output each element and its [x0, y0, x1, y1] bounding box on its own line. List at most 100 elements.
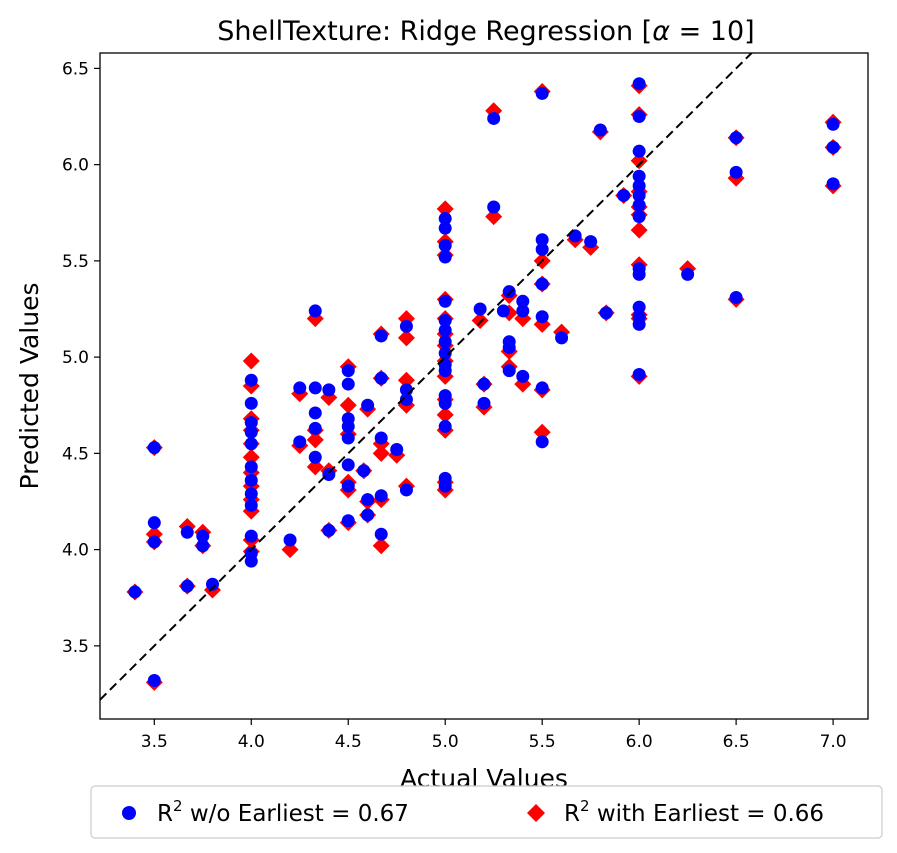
point-with-earliest	[533, 423, 551, 441]
point-without-earliest	[487, 200, 501, 214]
point-without-earliest	[341, 364, 355, 378]
point-with-earliest	[485, 208, 503, 226]
point-without-earliest	[244, 425, 258, 439]
point-without-earliest	[244, 554, 258, 568]
point-without-earliest	[399, 319, 413, 333]
point-without-earliest	[535, 310, 549, 324]
point-without-earliest	[308, 421, 322, 435]
point-without-earliest	[516, 369, 530, 383]
point-without-earliest	[516, 304, 530, 318]
point-without-earliest	[308, 450, 322, 464]
point-without-earliest	[438, 364, 452, 378]
point-without-earliest	[438, 212, 452, 226]
point-without-earliest	[244, 529, 258, 543]
point-without-earliest	[147, 674, 161, 688]
point-without-earliest	[374, 431, 388, 445]
point-without-earliest	[322, 523, 336, 537]
point-with-earliest	[436, 200, 454, 218]
point-without-earliest	[341, 431, 355, 445]
point-with-earliest	[306, 431, 324, 449]
point-without-earliest	[535, 277, 549, 291]
point-without-earliest	[599, 306, 613, 320]
point-without-earliest	[487, 111, 501, 125]
point-without-earliest	[438, 294, 452, 308]
point-without-earliest	[196, 539, 210, 553]
point-with-earliest	[471, 312, 489, 330]
point-without-earliest	[374, 527, 388, 541]
point-without-earliest	[584, 235, 598, 249]
point-without-earliest	[438, 346, 452, 360]
legend-marker-diamond	[527, 804, 545, 822]
point-without-earliest	[341, 377, 355, 391]
point-without-earliest	[729, 165, 743, 179]
point-with-earliest	[242, 448, 260, 466]
point-without-earliest	[308, 304, 322, 318]
point-without-earliest	[244, 416, 258, 430]
point-without-earliest	[361, 398, 375, 412]
point-without-earliest	[244, 460, 258, 474]
point-without-earliest	[308, 406, 322, 420]
y-tick-label: 5.5	[62, 252, 89, 272]
title-alpha: α	[652, 16, 670, 47]
title-prefix: ShellTexture: Ridge Regression [	[217, 16, 652, 47]
x-tick-label: 6.0	[626, 732, 653, 752]
point-without-earliest	[502, 364, 516, 378]
point-without-earliest	[128, 585, 142, 599]
legend-label-with-earliest: R2 with Earliest = 0.66	[564, 797, 824, 827]
point-without-earliest	[244, 396, 258, 410]
point-without-earliest	[681, 267, 695, 281]
x-tick-label: 3.5	[141, 732, 168, 752]
point-without-earliest	[535, 242, 549, 256]
y-tick-label: 4.5	[62, 444, 89, 464]
point-without-earliest	[438, 238, 452, 252]
point-without-earliest	[438, 335, 452, 349]
point-with-earliest	[436, 406, 454, 424]
point-without-earliest	[593, 123, 607, 137]
point-without-earliest	[361, 493, 375, 507]
point-without-earliest	[729, 131, 743, 145]
point-without-earliest	[244, 473, 258, 487]
identity-reference-line	[100, 53, 753, 701]
point-without-earliest	[438, 479, 452, 493]
point-without-earliest	[477, 377, 491, 391]
point-without-earliest	[438, 396, 452, 410]
chart-title: ShellTexture: Ridge Regression [α = 10]	[217, 16, 754, 47]
x-tick-label: 4.0	[238, 732, 265, 752]
point-without-earliest	[535, 86, 549, 100]
point-without-earliest	[244, 487, 258, 501]
point-without-earliest	[244, 373, 258, 387]
point-without-earliest	[341, 419, 355, 433]
legend-0-suffix: w/o Earliest = 0.67	[183, 801, 409, 827]
point-with-earliest	[306, 458, 324, 476]
point-without-earliest	[293, 435, 307, 449]
point-without-earliest	[374, 329, 388, 343]
point-without-earliest	[390, 443, 404, 457]
point-without-earliest	[283, 533, 297, 547]
point-without-earliest	[477, 396, 491, 410]
data-points	[126, 77, 842, 691]
point-without-earliest	[826, 177, 840, 191]
title-suffix: = 10]	[670, 16, 755, 47]
point-without-earliest	[357, 464, 371, 478]
point-without-earliest	[555, 331, 569, 345]
legend-box	[90, 785, 883, 839]
point-without-earliest	[361, 508, 375, 522]
point-without-earliest	[632, 210, 646, 224]
point-without-earliest	[632, 267, 646, 281]
point-without-earliest	[632, 317, 646, 331]
point-without-earliest	[244, 437, 258, 451]
point-without-earliest	[617, 188, 631, 202]
y-axis-ticks: 3.5 4.0 4.5 5.0 5.5 6.0 6.5	[62, 59, 100, 657]
point-without-earliest	[438, 419, 452, 433]
point-without-earliest	[147, 535, 161, 549]
y-tick-label: 6.5	[62, 59, 89, 79]
point-without-earliest	[244, 498, 258, 512]
legend-1-prefix: R	[564, 801, 580, 827]
point-without-earliest	[196, 529, 210, 543]
point-without-earliest	[473, 302, 487, 316]
legend-1-superscript: 2	[580, 797, 590, 815]
point-without-earliest	[502, 341, 516, 355]
point-without-earliest	[374, 371, 388, 385]
x-tick-label: 4.5	[335, 732, 362, 752]
